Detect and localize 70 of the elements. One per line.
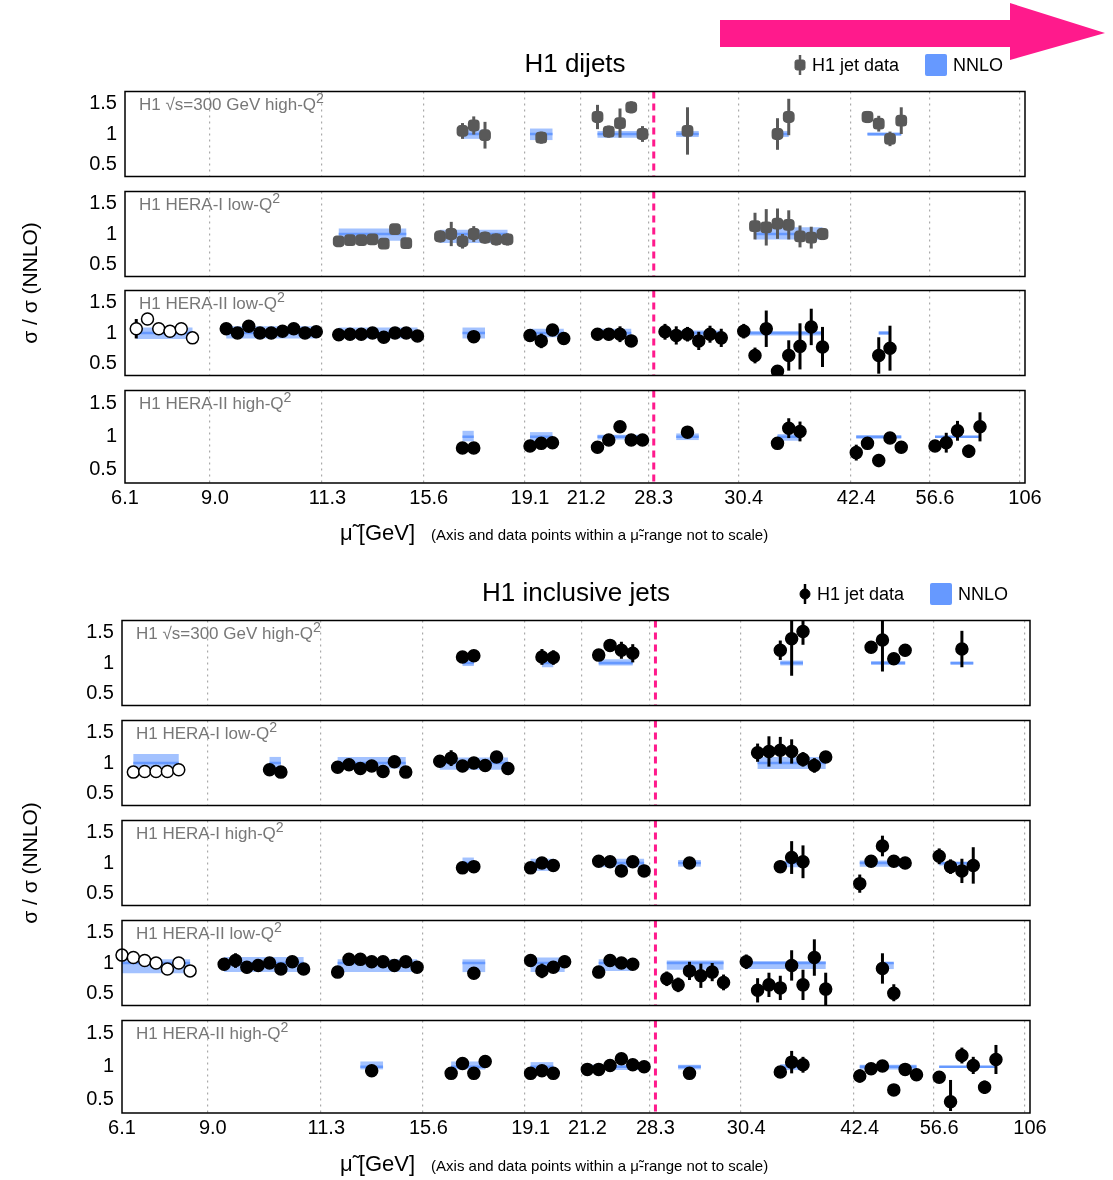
y-tick-label: 1.5 bbox=[89, 390, 117, 413]
y-axis-title: σ / σ (NNLO) bbox=[18, 802, 42, 924]
y-tick-label: 0.5 bbox=[86, 880, 114, 903]
x-tick-label: 6.1 bbox=[111, 485, 139, 508]
x-tick-label: 19.1 bbox=[511, 1115, 551, 1138]
x-tick-label: 28.3 bbox=[634, 485, 674, 508]
chart-subtitle: H1 HERA-II low-Q$^{2}$ bbox=[139, 289, 285, 314]
y-tick-label: 0.5 bbox=[86, 1087, 114, 1110]
legend-label: NNLO bbox=[952, 54, 1003, 76]
x-tick-label: 42.4 bbox=[840, 1115, 880, 1138]
x-tick-label: 6.1 bbox=[108, 1115, 136, 1138]
y-tick-label: 1 bbox=[105, 320, 117, 343]
x-tick-label: 15.6 bbox=[408, 1115, 448, 1138]
y-tick-label: 1 bbox=[102, 650, 114, 673]
y-tick-label: 1 bbox=[105, 221, 117, 244]
x-tick-label: 11.3 bbox=[307, 1115, 346, 1138]
y-tick-label: 1 bbox=[102, 850, 114, 873]
chart-subtitle: H1 √s=300 GeV high-Q$^{2}$ bbox=[136, 619, 321, 644]
y-tick-label: 1 bbox=[102, 1054, 114, 1077]
y-tick-label: 1.5 bbox=[86, 920, 114, 943]
x-tick-label: 11.3 bbox=[308, 485, 347, 508]
chart-title: H1 dijets bbox=[524, 48, 626, 79]
chart-title: H1 inclusive jets bbox=[482, 577, 670, 608]
y-tick-label: 0.5 bbox=[86, 680, 114, 703]
chart-subtitle: H1 HERA-II high-Q$^{2}$ bbox=[136, 1019, 289, 1044]
x-axis-title: μ̃ [GeV] bbox=[340, 1151, 416, 1177]
x-tick-label: 9.0 bbox=[201, 485, 229, 508]
y-tick-label: 1.5 bbox=[89, 190, 117, 213]
y-tick-label: 0.5 bbox=[86, 780, 114, 803]
x-tick-label: 56.6 bbox=[915, 485, 955, 508]
text: (Axis and data points within a μ̃-range not to scale) bbox=[431, 526, 769, 543]
y-tick-label: 1.5 bbox=[89, 91, 117, 114]
y-tick-label: 0.5 bbox=[89, 151, 117, 174]
y-tick-label: 0.5 bbox=[86, 980, 114, 1003]
chart-subtitle: H1 HERA-I high-Q$^{2}$ bbox=[136, 819, 284, 844]
x-tick-label: 28.3 bbox=[635, 1115, 675, 1138]
legend-label: NNLO bbox=[957, 583, 1008, 605]
text: (Axis and data points within a μ̃-range not to scale) bbox=[431, 1157, 769, 1174]
y-tick-label: 1 bbox=[102, 750, 114, 773]
x-tick-label: 106 bbox=[1013, 1115, 1047, 1138]
legend-label: H1 jet data bbox=[811, 54, 899, 76]
chart-subtitle: H1 HERA-II low-Q$^{2}$ bbox=[136, 919, 282, 944]
x-tick-label: 30.4 bbox=[726, 1115, 766, 1138]
y-tick-label: 0.5 bbox=[89, 350, 117, 373]
y-tick-label: 1 bbox=[102, 950, 114, 973]
legend-label: H1 jet data bbox=[816, 583, 904, 605]
y-tick-label: 1.5 bbox=[86, 620, 114, 643]
y-tick-label: 0.5 bbox=[89, 251, 117, 274]
x-axis-title: μ̃ [GeV] bbox=[340, 520, 416, 546]
x-tick-label: 9.0 bbox=[198, 1115, 227, 1138]
x-tick-label: 56.6 bbox=[919, 1115, 959, 1138]
y-axis-title: σ / σ (NNLO) bbox=[18, 222, 42, 344]
y-tick-label: 1.5 bbox=[86, 820, 114, 843]
x-tick-label: 21.2 bbox=[566, 485, 606, 508]
x-tick-label: 15.6 bbox=[409, 485, 449, 508]
x-tick-label: 19.1 bbox=[510, 485, 550, 508]
x-tick-label: 106 bbox=[1008, 485, 1042, 508]
x-tick-label: 21.2 bbox=[567, 1115, 607, 1138]
chart-subtitle: H1 HERA-II high-Q$^{2}$ bbox=[139, 388, 292, 414]
y-tick-label: 1 bbox=[105, 121, 117, 144]
y-tick-label: 1.5 bbox=[89, 290, 117, 313]
x-tick-label: 42.4 bbox=[836, 485, 876, 508]
chart-subtitle: H1 HERA-I low-Q$^{2}$ bbox=[139, 189, 281, 215]
y-tick-label: 1.5 bbox=[86, 720, 114, 743]
chart-subtitle: H1 √s=300 GeV high-Q$^{2}$ bbox=[139, 90, 324, 115]
y-tick-label: 1 bbox=[105, 423, 117, 446]
y-tick-label: 1.5 bbox=[86, 1021, 114, 1044]
x-tick-label: 30.4 bbox=[724, 485, 764, 508]
chart-subtitle: H1 HERA-I low-Q$^{2}$ bbox=[136, 719, 278, 744]
y-tick-label: 0.5 bbox=[89, 456, 117, 479]
